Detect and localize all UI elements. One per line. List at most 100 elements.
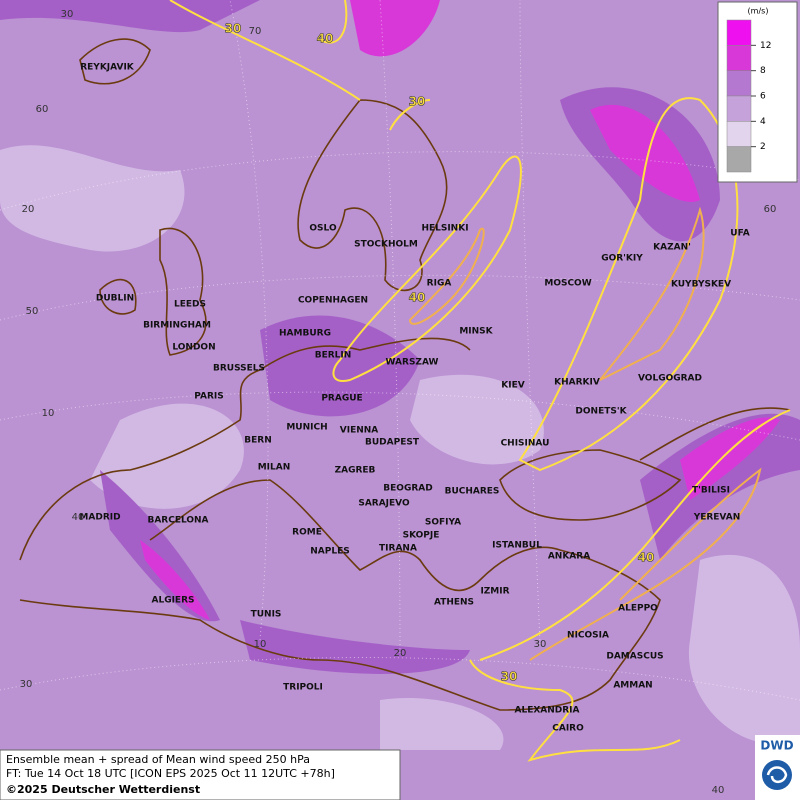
city-label: BEOGRAD — [383, 484, 432, 494]
city-label: BUDAPEST — [365, 438, 420, 448]
city-label: ALEPPO — [618, 604, 658, 614]
legend-tick-label: 12 — [760, 41, 771, 51]
coastlines — [19, 38, 791, 711]
city-label: HAMBURG — [279, 329, 331, 339]
city-label: PARIS — [194, 392, 224, 402]
legend-swatch — [726, 70, 752, 97]
city-label: YEREVAN — [693, 513, 741, 523]
city-label: TRIPOLI — [283, 683, 323, 693]
city-label: MADRID — [79, 513, 120, 523]
city-label: CHISINAU — [501, 439, 550, 449]
legend-swatch — [726, 95, 752, 122]
city-label: MILAN — [258, 463, 291, 473]
city-label: HELSINKI — [421, 224, 468, 234]
grid-label: 30 — [61, 9, 74, 20]
legend-swatch — [726, 19, 752, 46]
logo-icon — [762, 760, 792, 790]
grid-label: 60 — [764, 204, 777, 215]
legend-tick-label: 6 — [760, 92, 766, 102]
city-label: VOLGOGRAD — [638, 374, 702, 384]
legend-swatch — [726, 45, 752, 71]
logo: DWD — [760, 739, 793, 753]
city-label: GOR'KIY — [601, 254, 643, 264]
city-label: BRUSSELS — [213, 364, 265, 374]
city-label: TIRANA — [379, 544, 417, 554]
city-label: SKOPJE — [403, 531, 440, 541]
grid-label: 40 — [712, 785, 725, 796]
city-label: ROME — [292, 528, 322, 538]
city-label: BIRMINGHAM — [143, 321, 211, 331]
grid-label: 10 — [254, 639, 267, 650]
contour-label: 30 — [225, 22, 242, 36]
city-label: MINSK — [459, 327, 493, 337]
city-label: WARSZAW — [386, 358, 439, 368]
city-label: LONDON — [172, 343, 215, 353]
city-label: BUCHARES — [445, 487, 500, 497]
footer-line: Ensemble mean + spread of Mean wind spee… — [6, 753, 310, 766]
city-label: TUNIS — [251, 610, 282, 620]
city-label: COPENHAGEN — [298, 296, 368, 306]
contour-label: 40 — [409, 291, 426, 305]
contour-label: 40 — [638, 551, 655, 565]
city-label: MOSCOW — [544, 279, 591, 289]
legend-swatch — [726, 146, 752, 173]
city-label: NAPLES — [310, 547, 349, 557]
footer-line: ©2025 Deutscher Wetterdienst — [6, 783, 200, 796]
city-label: REYKJAVIK — [80, 63, 135, 73]
city-label: ISTANBUL — [492, 541, 542, 551]
city-label: UFA — [730, 229, 749, 239]
city-label: DONETS'K — [575, 407, 627, 417]
legend-tick-label: 8 — [760, 66, 766, 76]
grid-label: 50 — [26, 306, 39, 317]
grid-label: 70 — [249, 26, 262, 37]
city-label: ANKARA — [548, 552, 590, 562]
legend-tick-label: 2 — [760, 142, 766, 152]
city-label: ALEXANDRIA — [515, 706, 580, 716]
legend-swatches: 12 8 6 4 2 — [726, 19, 771, 173]
spread-fields — [0, 0, 800, 750]
city-label: T'BILISI — [692, 486, 730, 496]
city-label: VIENNA — [340, 426, 379, 436]
city-label: BARCELONA — [147, 516, 208, 526]
city-label: SARAJEVO — [358, 499, 410, 509]
city-label: MUNICH — [286, 423, 327, 433]
city-label: KAZAN' — [653, 243, 691, 253]
contour-label: 30 — [409, 95, 426, 109]
city-label: STOCKHOLM — [354, 240, 418, 250]
city-label: OSLO — [309, 224, 337, 234]
city-label: BERN — [244, 436, 271, 446]
city-label: DAMASCUS — [606, 652, 663, 662]
city-label: ZAGREB — [335, 466, 376, 476]
city-label: RIGA — [427, 279, 452, 289]
city-label: NICOSIA — [567, 631, 609, 641]
city-label: SOFIYA — [425, 518, 461, 528]
city-label: ATHENS — [434, 598, 474, 608]
grid-label: 60 — [36, 104, 49, 115]
legend-tick-label: 4 — [760, 117, 766, 127]
graticule — [0, 0, 800, 701]
grid-label: 10 — [42, 408, 55, 419]
isotachs — [169, 0, 791, 762]
city-label: KUYBYSKEV — [671, 280, 731, 290]
city-label: LEEDS — [174, 300, 206, 310]
city-label: PRAGUE — [321, 394, 362, 404]
footer-box — [0, 749, 401, 801]
city-label: ALGIERS — [152, 596, 195, 606]
grid-label: 40 — [72, 512, 85, 523]
legend-unit: (m/s) — [748, 7, 769, 16]
footer-line: FT: Tue 14 Oct 18 UTC [ICON EPS 2025 Oct… — [6, 767, 335, 780]
city-label: BERLIN — [315, 351, 352, 361]
legend: (m/s) 12 8 6 4 2 — [717, 1, 798, 183]
city-label: KIEV — [501, 381, 524, 391]
logo-swirl — [766, 766, 788, 784]
contour-label: 40 — [317, 32, 334, 46]
grid-label: 30 — [20, 679, 33, 690]
city-label: CAIRO — [552, 724, 584, 734]
grid-label: 20 — [22, 204, 35, 215]
city-label: DUBLIN — [96, 294, 134, 304]
grid-label: 30 — [534, 639, 547, 650]
grid-label: 20 — [394, 648, 407, 659]
legend-swatch — [726, 121, 752, 147]
